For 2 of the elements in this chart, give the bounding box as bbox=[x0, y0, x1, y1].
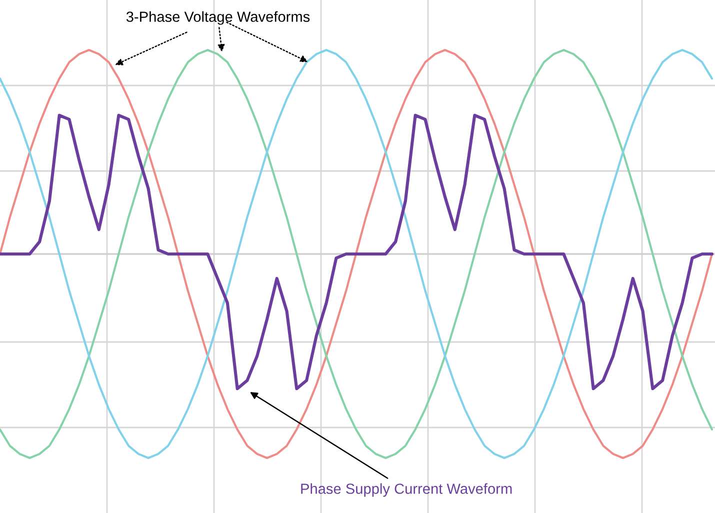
text: Phase Supply Current Waveform bbox=[301, 483, 512, 497]
text: 3-Phase Voltage Waveforms bbox=[126, 11, 310, 25]
